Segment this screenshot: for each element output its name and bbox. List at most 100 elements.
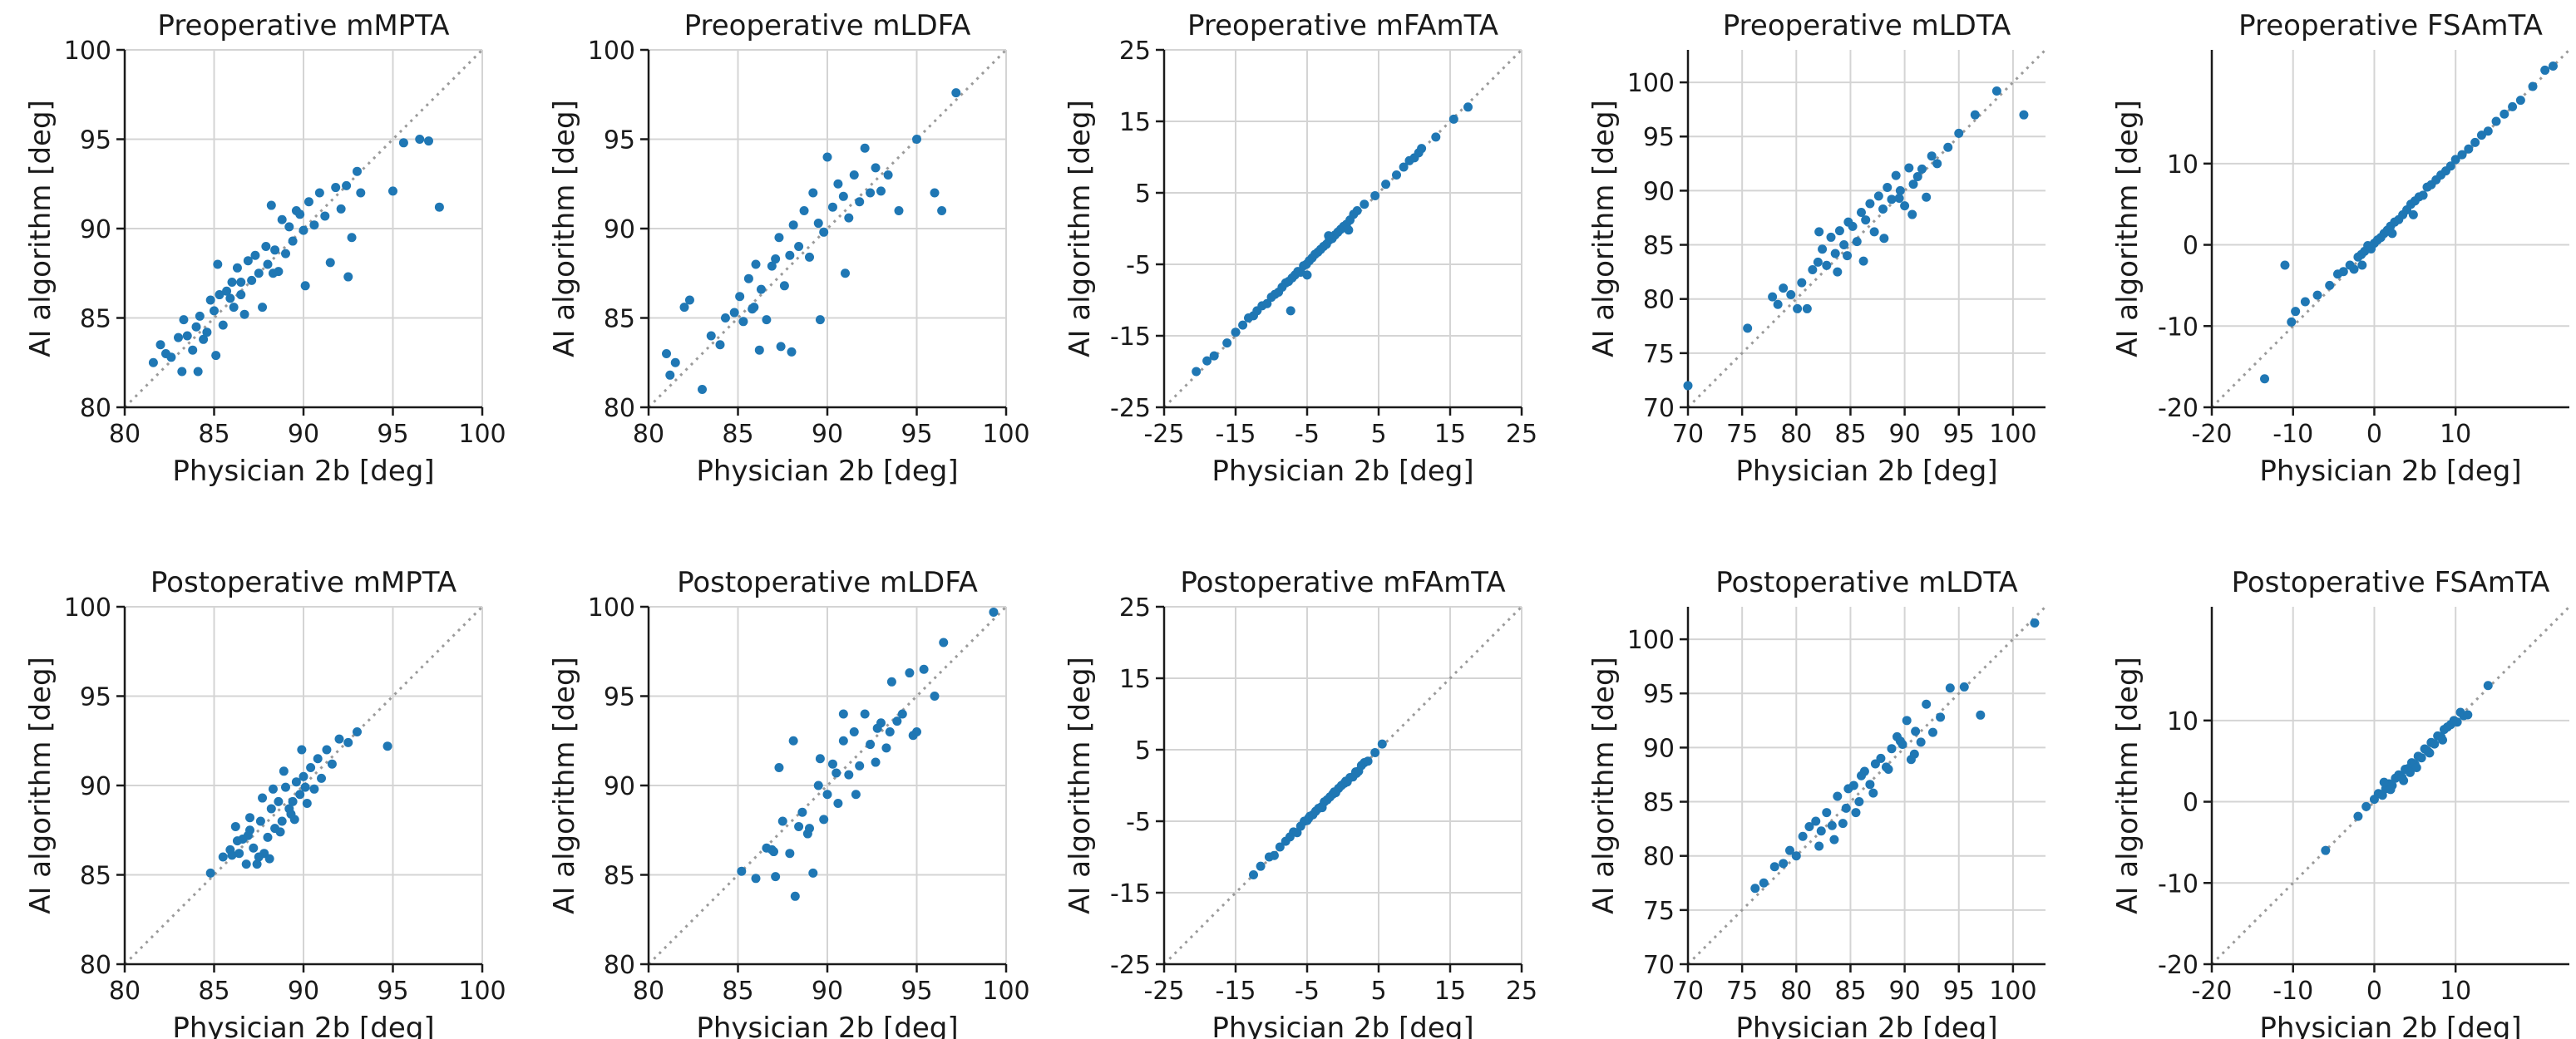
x-tick-label: 80 <box>1780 420 1812 449</box>
data-point <box>218 320 228 330</box>
x-tick-label: 5 <box>1370 977 1386 1006</box>
data-point <box>1959 682 1969 692</box>
data-point <box>1769 862 1779 872</box>
data-point <box>1851 808 1861 818</box>
data-point <box>794 242 804 251</box>
data-point <box>808 868 818 878</box>
data-point <box>662 349 671 358</box>
x-tick-label: 100 <box>1989 977 2036 1006</box>
data-point <box>1865 199 1875 209</box>
y-tick-label: 80 <box>80 951 111 980</box>
data-point <box>743 273 753 283</box>
y-tick-label: 5 <box>1135 180 1151 209</box>
data-point <box>227 278 237 287</box>
data-point <box>866 188 876 198</box>
x-tick-label: 80 <box>1780 977 1812 1006</box>
y-tick-label: 85 <box>80 862 111 891</box>
data-point <box>1917 164 1927 174</box>
y-tick-label: 25 <box>1119 593 1151 623</box>
x-tick-label: 5 <box>1370 420 1386 449</box>
data-point <box>1804 822 1814 832</box>
data-point <box>1833 267 1843 277</box>
data-point <box>334 734 344 744</box>
data-point <box>277 214 287 224</box>
data-point <box>398 138 408 148</box>
data-point <box>275 827 285 837</box>
x-axis-label: Physician 2b [deg] <box>2259 1012 2521 1039</box>
data-point <box>205 868 215 878</box>
x-tick-label: 80 <box>109 977 141 1006</box>
data-point <box>295 790 305 800</box>
data-point <box>930 188 940 198</box>
data-point <box>343 737 353 747</box>
y-tick-label: 95 <box>604 126 635 155</box>
data-point <box>1895 185 1905 195</box>
data-point <box>2491 116 2501 126</box>
data-point <box>665 370 675 380</box>
subplot-title: Preoperative mLDFA <box>684 9 971 42</box>
y-tick-label: -15 <box>1110 879 1151 909</box>
data-point <box>1377 739 1387 749</box>
data-point <box>2548 62 2558 71</box>
x-axis-label: Physician 2b [deg] <box>172 1012 434 1039</box>
data-point <box>1779 283 1789 293</box>
data-point <box>849 727 859 736</box>
subplot-9: 70 75 80 85 90 95 100 70 75 80 85 90 95 100 Postoperat… <box>1587 566 2047 1039</box>
x-tick-label: 70 <box>1672 420 1704 449</box>
y-tick-label: 80 <box>604 394 635 423</box>
y-tick-label: 10 <box>2167 150 2198 180</box>
data-point <box>258 303 268 313</box>
data-point <box>2408 209 2418 219</box>
x-axis-label: Physician 2b [deg] <box>1212 1012 1473 1039</box>
data-point <box>289 815 299 825</box>
data-point <box>1363 756 1373 766</box>
data-point <box>1932 159 1942 169</box>
data-point <box>320 211 330 221</box>
data-point <box>919 664 929 674</box>
y-tick-label: 100 <box>1627 69 1675 98</box>
y-tick-label: 15 <box>1119 108 1151 137</box>
data-point <box>1904 163 1914 173</box>
data-point <box>1286 306 1295 316</box>
data-point <box>2457 150 2467 160</box>
subplot-3: -25 -15 -5 5 15 25 -25 -15 -5 5 15 25 Preoperative m… <box>1063 9 1537 488</box>
x-tick-label: 95 <box>901 977 932 1006</box>
data-point <box>855 197 865 207</box>
x-tick-label: 100 <box>458 977 506 1006</box>
x-tick-label: 90 <box>1889 977 1921 1006</box>
data-point <box>2361 801 2371 811</box>
data-point <box>1813 257 1823 267</box>
data-point <box>881 743 891 753</box>
data-point <box>179 315 189 325</box>
data-point <box>1843 251 1853 261</box>
data-point <box>1759 878 1769 888</box>
data-point <box>1773 299 1783 309</box>
data-point <box>247 275 257 285</box>
data-point <box>155 340 165 350</box>
data-point <box>1869 227 1879 237</box>
data-point <box>299 771 308 781</box>
data-point <box>1352 206 1362 215</box>
data-point <box>1908 180 1918 190</box>
data-point <box>1868 788 1878 798</box>
data-point <box>1269 850 1279 860</box>
data-point <box>832 768 841 778</box>
data-point <box>202 327 212 337</box>
data-point <box>1209 351 1219 361</box>
x-tick-label: -25 <box>1144 420 1185 449</box>
y-tick-label: 95 <box>1643 123 1675 152</box>
data-point <box>1879 234 1889 244</box>
data-point <box>1858 256 1868 266</box>
data-point <box>268 784 278 794</box>
x-tick-label: 0 <box>2366 420 2382 449</box>
subplot-title: Postoperative mLDFA <box>677 566 978 599</box>
data-point <box>1816 826 1826 836</box>
data-point <box>833 799 843 808</box>
data-point <box>2438 735 2448 745</box>
data-point <box>288 796 298 806</box>
data-point <box>2287 317 2297 327</box>
data-point <box>300 281 310 291</box>
data-point <box>1202 356 1212 366</box>
identity-line <box>2210 605 2571 966</box>
subplot-2: 80 85 90 95 100 80 85 90 95 100 Preoperative mLDFA… <box>548 9 1030 488</box>
